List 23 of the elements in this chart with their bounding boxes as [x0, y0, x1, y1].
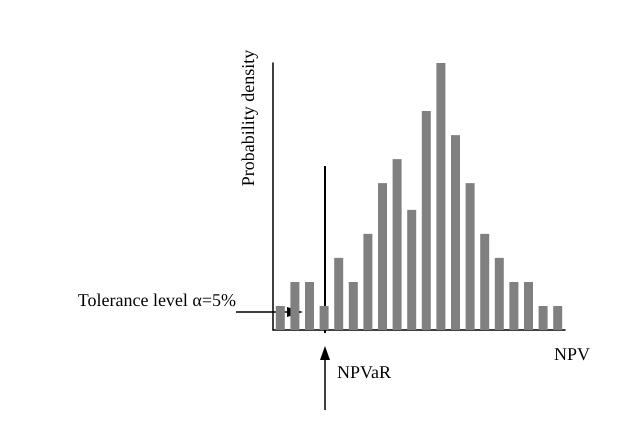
bar [553, 306, 562, 330]
bar [538, 306, 548, 330]
bar [509, 282, 518, 330]
x-axis-title: NPV [554, 344, 590, 364]
bar [451, 135, 460, 330]
bar [466, 183, 475, 330]
bar [524, 282, 533, 330]
bar [348, 282, 358, 330]
bar [320, 306, 329, 330]
text: NPVaR [337, 362, 392, 382]
bar [334, 258, 344, 330]
bar [392, 159, 402, 330]
bar [305, 282, 314, 330]
y-axis-title: Probability density [238, 50, 258, 186]
bar [480, 234, 490, 330]
bar [276, 306, 285, 330]
bar [436, 63, 446, 330]
text: Tolerance level α=5% [78, 290, 236, 310]
bar [363, 234, 372, 330]
bar [407, 210, 416, 330]
bar [422, 111, 431, 330]
bar [494, 258, 504, 330]
bar [378, 183, 387, 330]
